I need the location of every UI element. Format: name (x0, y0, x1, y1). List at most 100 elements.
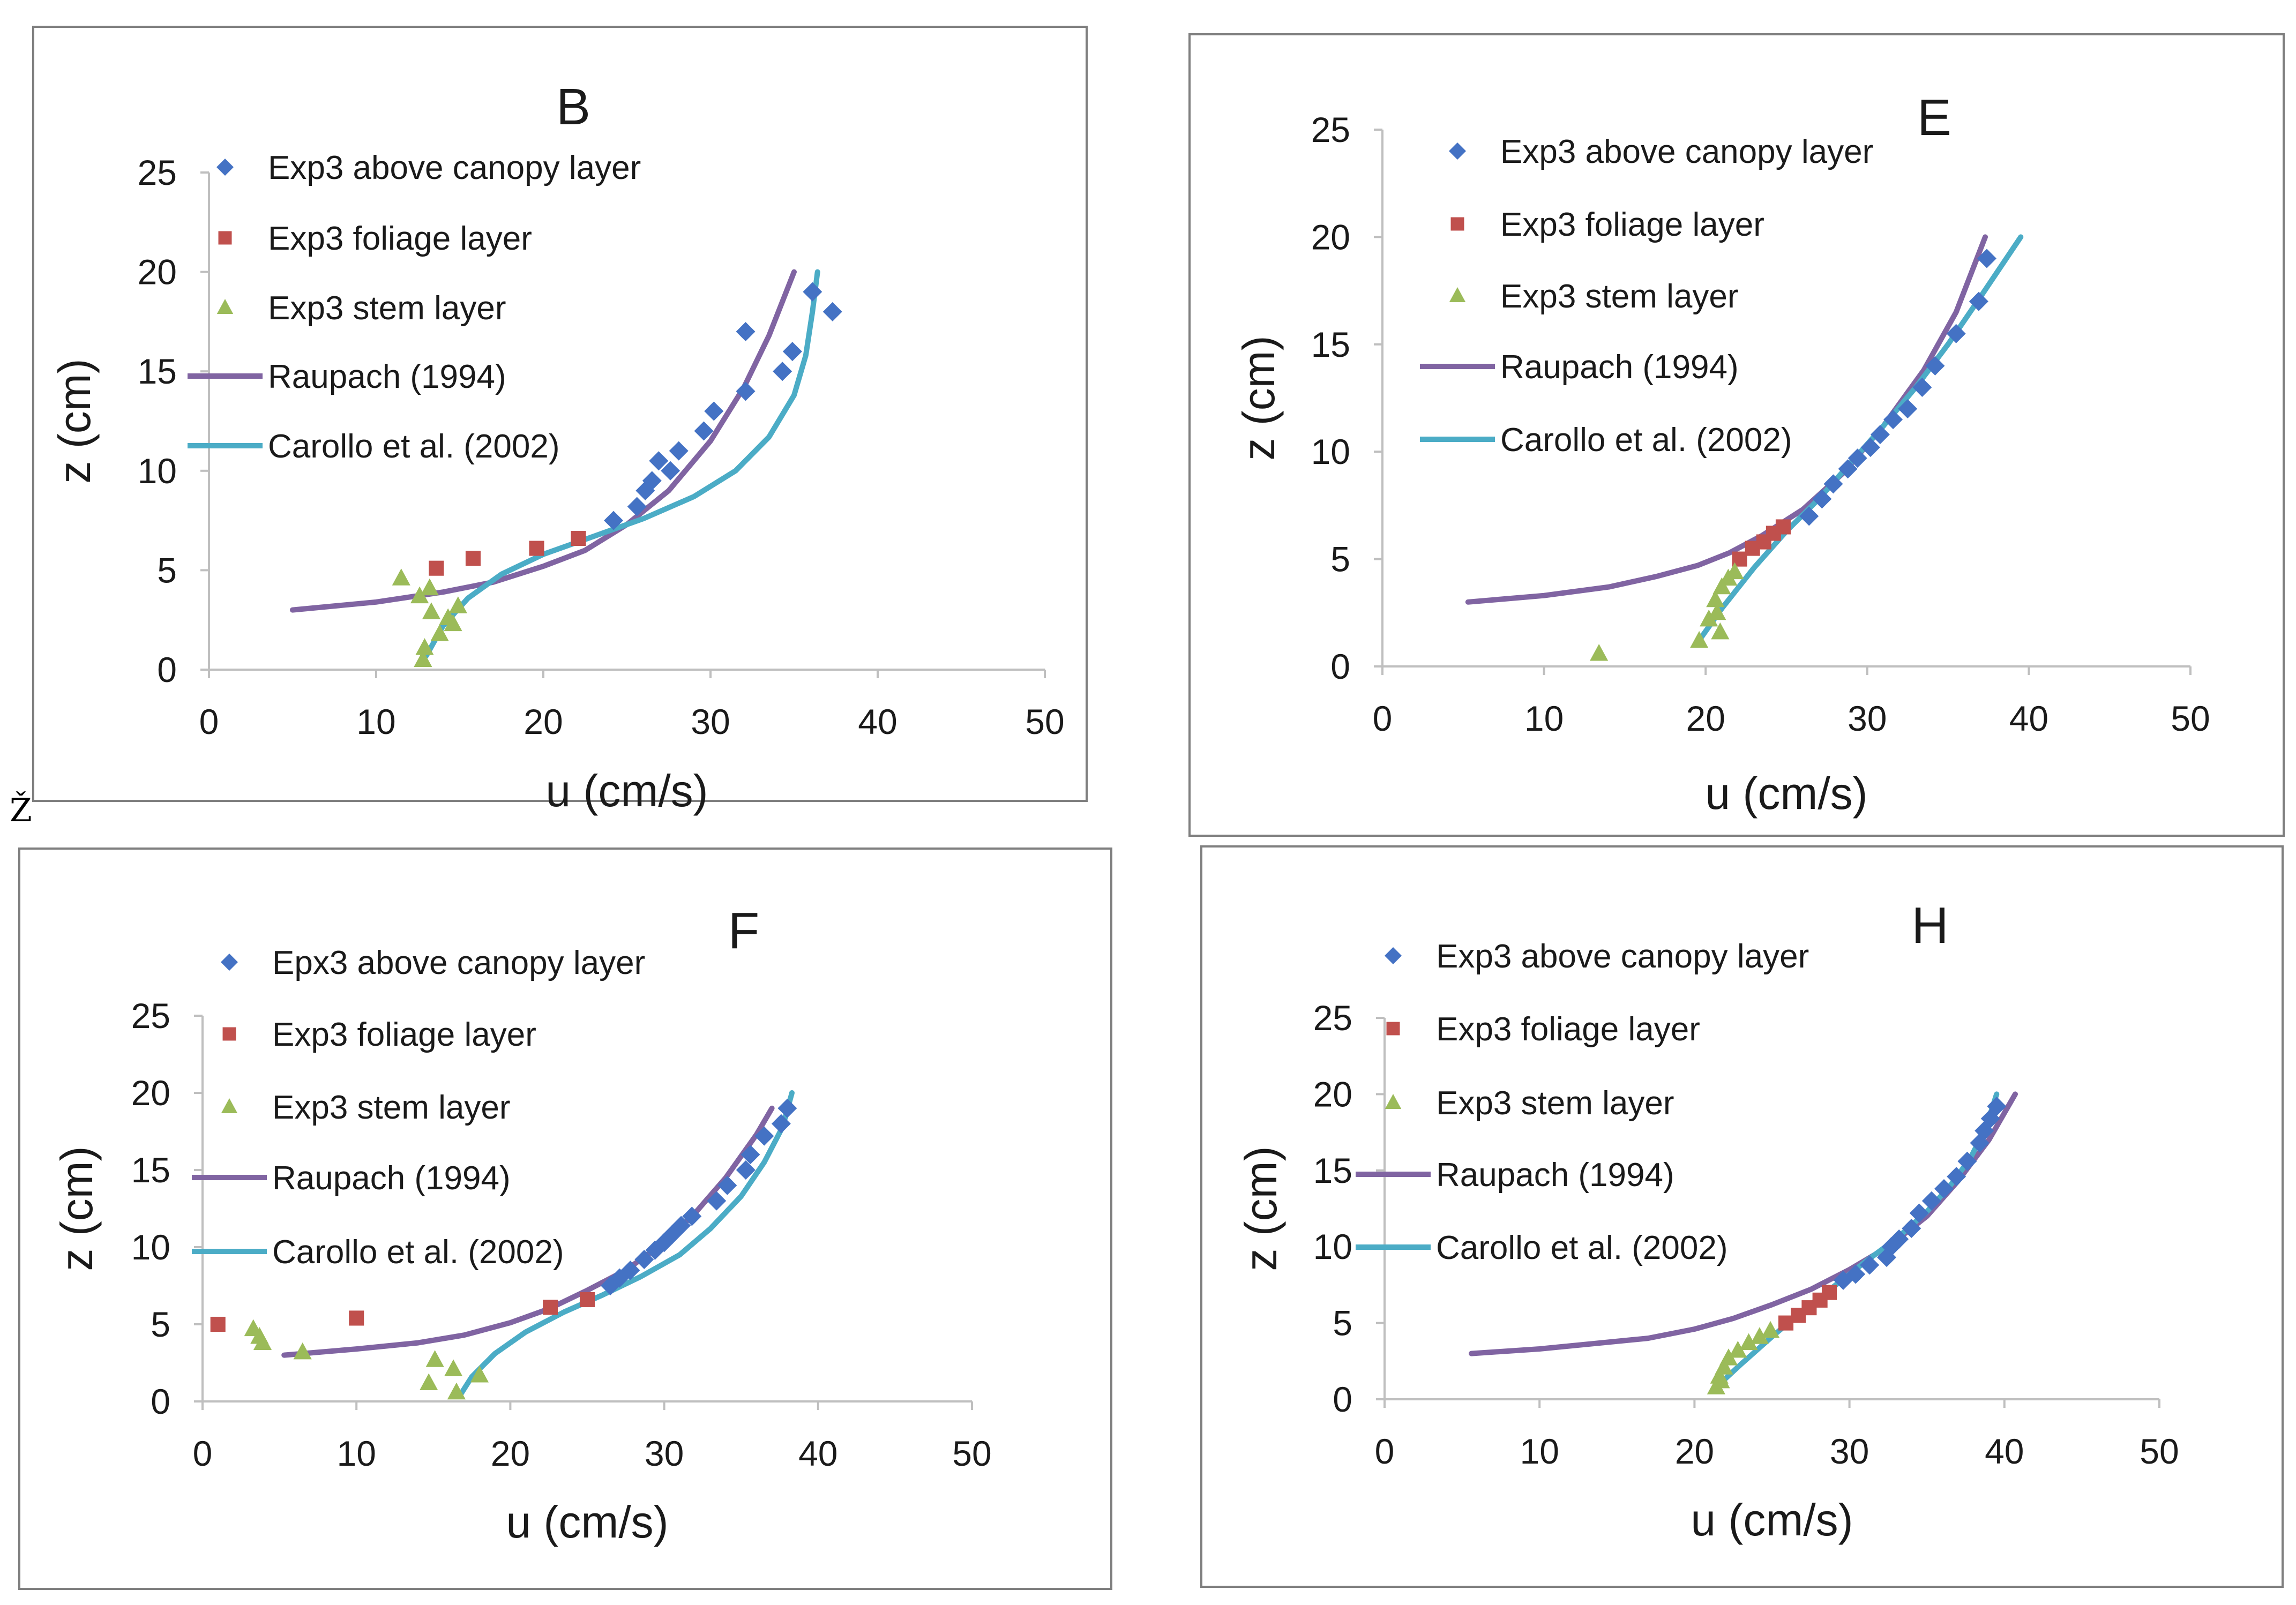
x-tick-label: 50 (2171, 699, 2210, 738)
x-axis-label: u (cm/s) (545, 766, 708, 816)
stem-point (420, 1373, 438, 1390)
above-canopy-point (1970, 1133, 1990, 1153)
above-canopy-point (1909, 1203, 1929, 1223)
stem-point (1761, 1321, 1780, 1338)
legend-label: Exp3 foliage layer (272, 1016, 536, 1053)
y-tick-label: 25 (138, 153, 177, 192)
x-tick-label: 50 (952, 1434, 991, 1473)
legend-swatch-marker (1450, 217, 1464, 231)
stem-point (1590, 643, 1609, 661)
legend-label: Exp3 stem layer (1500, 278, 1739, 315)
foliage-point (543, 1300, 558, 1315)
above-canopy-point (1898, 399, 1918, 419)
foliage-point (1821, 1285, 1837, 1300)
x-tick-label: 10 (1520, 1431, 1559, 1471)
y-tick-label: 20 (131, 1073, 170, 1113)
legend-label: Exp3 stem layer (272, 1089, 511, 1126)
above-canopy-point (736, 381, 756, 401)
x-tick-label: 0 (193, 1434, 213, 1473)
legend-label: Exp3 stem layer (268, 290, 506, 327)
above-canopy-point (1860, 438, 1880, 458)
above-canopy-point (1946, 324, 1966, 343)
y-tick-label: 15 (138, 351, 177, 391)
chart-panel-H: 0 10 20 30 40 50 0 5 10 15 20 25 Hu (cm/s) z (cm) Exp3… (1200, 845, 2284, 1588)
x-tick-label: 30 (691, 702, 730, 741)
foliage-point (349, 1310, 364, 1326)
legend-label: Carollo et al. (2002) (1436, 1229, 1728, 1266)
stem-point (1712, 577, 1731, 595)
x-tick-label: 0 (1375, 1431, 1395, 1471)
above-canopy-point (736, 1160, 756, 1180)
y-tick-label: 10 (131, 1227, 170, 1267)
stem-point (422, 602, 441, 619)
above-canopy-point (601, 1276, 620, 1295)
legend-label: Exp3 foliage layer (1436, 1011, 1700, 1048)
legend-swatch-marker (221, 1098, 238, 1113)
y-tick-label: 15 (1311, 325, 1350, 364)
stem-point (1719, 1348, 1738, 1366)
legend-label: Exp3 above canopy layer (1436, 938, 1809, 975)
legend-label: Exp3 foliage layer (268, 220, 532, 257)
stem-point (410, 586, 429, 604)
x-tick-label: 40 (1985, 1431, 2024, 1471)
x-tick-label: 20 (491, 1434, 530, 1473)
above-canopy-point (803, 282, 822, 302)
above-canopy-point (771, 1114, 791, 1134)
above-canopy-point (822, 302, 842, 321)
chart-frame (32, 26, 1088, 802)
above-canopy-point (635, 481, 655, 500)
y-tick-label: 15 (131, 1150, 170, 1190)
above-canopy-point (717, 1175, 737, 1195)
above-canopy-point (773, 362, 792, 381)
chart-title: F (728, 902, 760, 959)
legend-swatch-marker (1385, 1094, 1402, 1109)
above-canopy-point (1877, 1248, 1897, 1268)
y-tick-label: 5 (157, 550, 177, 590)
above-canopy-point (1799, 506, 1819, 526)
stem-point (444, 1359, 463, 1377)
y-axis-label: z (cm) (49, 358, 100, 483)
y-axis-label: z (cm) (51, 1146, 102, 1271)
legend-label: Carollo et al. (2002) (268, 428, 560, 465)
stem-point (420, 578, 439, 596)
y-tick-label: 0 (1330, 647, 1350, 686)
legend-swatch-marker (222, 1027, 236, 1041)
chart-title: H (1911, 897, 1948, 954)
foliage-point (571, 530, 586, 546)
above-canopy-point (645, 1240, 665, 1260)
x-tick-label: 10 (356, 702, 395, 741)
x-tick-label: 40 (858, 702, 897, 741)
above-canopy-point (1957, 1151, 1977, 1171)
chart-panel-F: 0 10 20 30 40 50 0 5 10 15 20 25 Fu (cm/s) z (cm) Epx3… (18, 848, 1112, 1590)
y-tick-label: 20 (1313, 1074, 1352, 1114)
stem-point (414, 650, 432, 667)
y-tick-label: 20 (138, 252, 177, 292)
foliage-point (210, 1316, 226, 1332)
legend-label: Exp3 above canopy layer (1500, 133, 1873, 170)
above-canopy-point (1947, 1167, 1966, 1187)
foliage-point (529, 541, 544, 556)
above-canopy-point (704, 401, 724, 421)
y-tick-label: 10 (1311, 432, 1350, 471)
above-canopy-point (707, 1191, 727, 1211)
y-tick-label: 25 (1311, 110, 1350, 149)
above-canopy-point (649, 451, 669, 471)
above-canopy-point (604, 511, 624, 530)
y-tick-label: 0 (157, 650, 177, 689)
y-tick-label: 15 (1313, 1151, 1352, 1190)
y-tick-label: 0 (1333, 1379, 1352, 1419)
chart-panel-E: 0 10 20 30 40 50 0 5 10 15 20 25 Eu (cm/s) z (cm) Exp3… (1188, 33, 2285, 837)
legend-swatch-marker (1385, 947, 1402, 964)
stem-point (1700, 609, 1718, 627)
y-tick-label: 10 (138, 451, 177, 491)
above-canopy-point (782, 342, 802, 362)
x-tick-label: 30 (645, 1434, 684, 1473)
above-canopy-point (694, 421, 714, 441)
y-tick-label: 5 (1333, 1303, 1352, 1343)
chart-frame (1188, 33, 2285, 837)
y-tick-label: 5 (151, 1304, 170, 1344)
above-canopy-point (1870, 425, 1890, 445)
legend-swatch-marker (216, 159, 234, 176)
above-canopy-point (741, 1145, 760, 1165)
chart-frame (18, 848, 1112, 1590)
